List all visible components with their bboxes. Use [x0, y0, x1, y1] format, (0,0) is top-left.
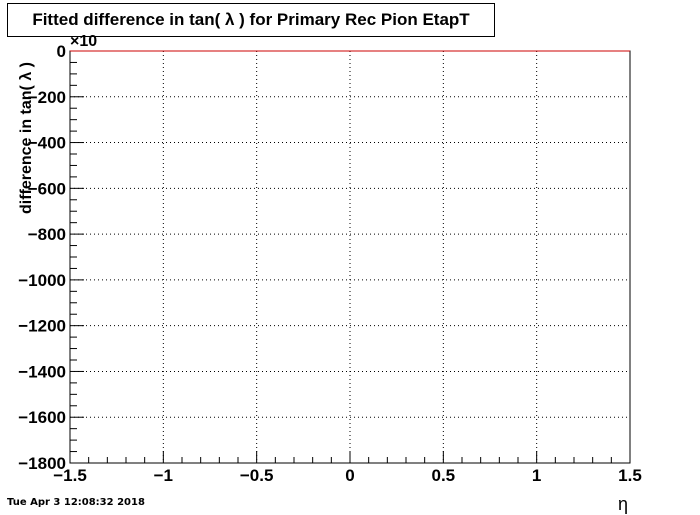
y-tick-label: 0	[57, 42, 66, 61]
plot-frame	[69, 50, 631, 464]
y-tick-label: −1400	[18, 362, 66, 381]
chart-title: Fitted difference in tan( λ ) for Primar…	[7, 3, 495, 37]
x-tick-label: −1.5	[53, 466, 87, 485]
timestamp: Tue Apr 3 12:08:32 2018	[7, 497, 145, 508]
ticks	[69, 50, 631, 464]
x-tick-label: 1	[532, 466, 541, 485]
tick-labels: −1.5 −1 −0.5 0 0.5 1 1.5 0 −200 −400 −600 −800 −1000…	[18, 42, 642, 485]
x-tick-label: −0.5	[240, 466, 274, 485]
x-tick-label: 1.5	[618, 466, 642, 485]
y-axis-label: difference in tan( λ )	[18, 61, 35, 215]
y-exponent-label: ×10	[70, 33, 98, 50]
x-tick-label: 0	[345, 466, 354, 485]
y-tick-label: −800	[28, 225, 66, 244]
y-tick-label: −1000	[18, 271, 66, 290]
grid	[70, 51, 630, 463]
y-tick-label: −1200	[18, 317, 66, 336]
y-tick-label: −1600	[18, 408, 66, 427]
y-tick-label: −200	[28, 88, 66, 107]
y-tick-label: −600	[28, 179, 66, 198]
x-tick-label: −1	[154, 466, 173, 485]
x-axis-label: η	[618, 494, 629, 514]
x-tick-label: 0.5	[432, 466, 456, 485]
y-tick-label: −1800	[18, 454, 66, 473]
y-tick-label: −400	[28, 134, 66, 153]
